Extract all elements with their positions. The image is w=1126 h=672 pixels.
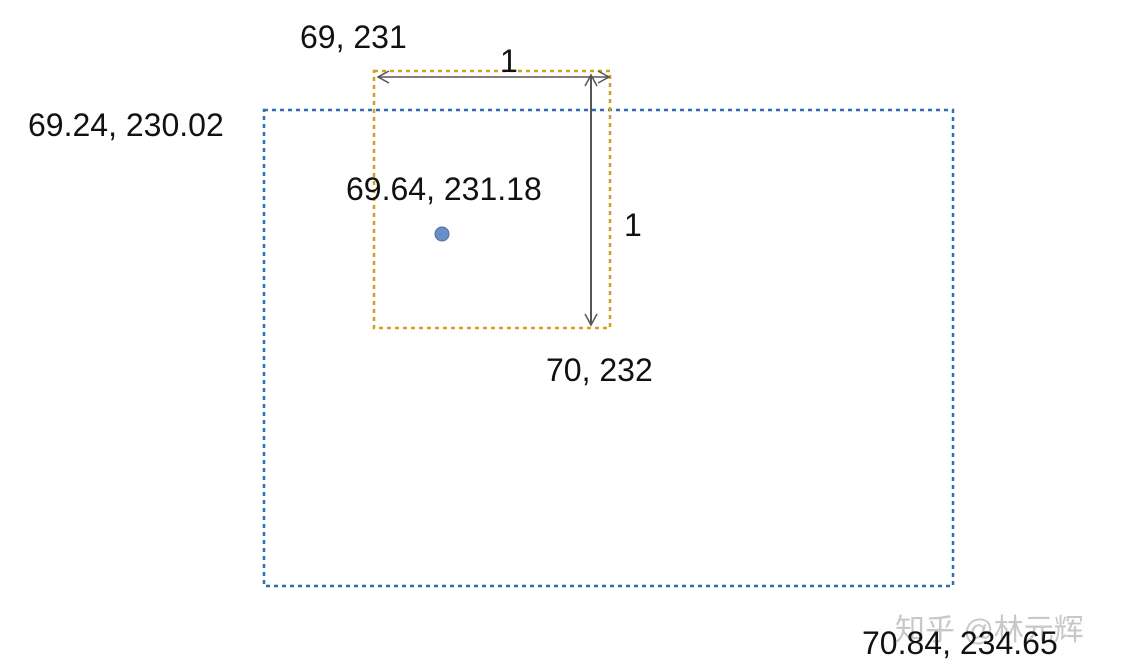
outer-box — [262, 108, 955, 588]
height-label: 1 — [624, 207, 642, 243]
pixel-box-top-left-label: 69, 231 — [300, 19, 407, 55]
pixel-box — [372, 69, 612, 330]
pixel-box-bottom-right-label: 70, 232 — [546, 352, 653, 388]
watermark-text: 知乎 @林元辉 — [895, 614, 1084, 647]
width-label: 1 — [500, 43, 518, 79]
outer-box-top-left-label: 69.24, 230.02 — [28, 107, 224, 143]
outer-box-bottom-right-label: 70.84, 234.65 — [862, 625, 1058, 661]
center-point — [434, 226, 450, 242]
center-point-label: 69.64, 231.18 — [346, 171, 542, 207]
